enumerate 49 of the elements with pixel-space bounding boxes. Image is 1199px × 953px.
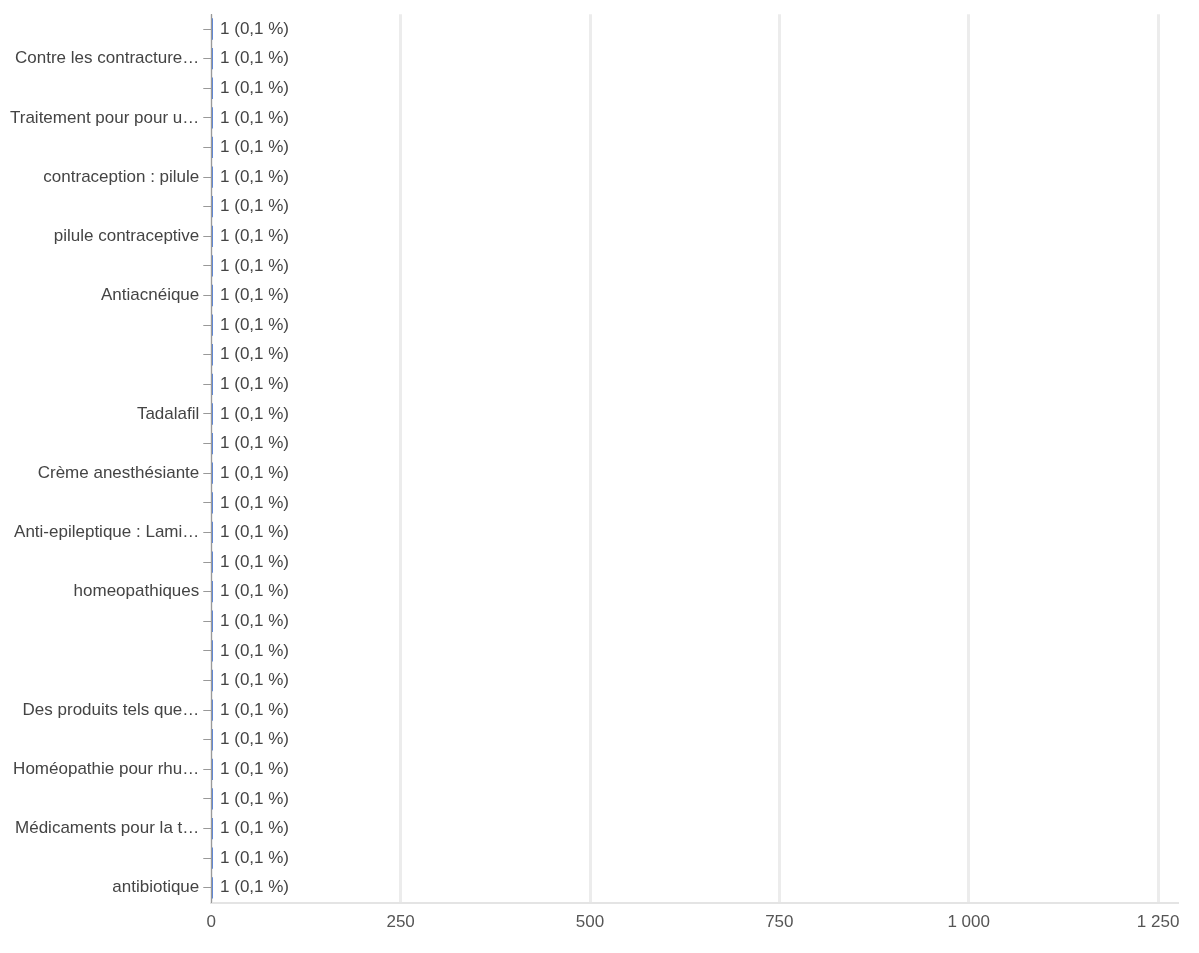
data-label: 1 (0,1 %): [220, 640, 290, 660]
y-tick-label: Crème anesthésiante: [37, 462, 200, 482]
y-tick-label: Tadalafil: [136, 403, 200, 423]
data-label: 1 (0,1 %): [220, 196, 290, 216]
data-label: 1 (0,1 %): [220, 374, 290, 394]
data-label: 1 (0,1 %): [220, 285, 290, 305]
data-label: 1 (0,1 %): [220, 551, 290, 571]
x-tick-label: 1 250: [1136, 912, 1180, 932]
data-label: 1 (0,1 %): [220, 788, 290, 808]
data-label: 1 (0,1 %): [220, 462, 290, 482]
y-tick-label: contraception : pilule: [43, 166, 200, 186]
data-label: 1 (0,1 %): [220, 166, 290, 186]
data-label: 1 (0,1 %): [220, 729, 290, 749]
x-tick-label: 500: [575, 912, 605, 932]
data-label: 1 (0,1 %): [220, 107, 290, 127]
x-tick-label: 0: [206, 912, 217, 932]
data-label: 1 (0,1 %): [220, 699, 290, 719]
data-label: 1 (0,1 %): [220, 581, 290, 601]
data-label: 1 (0,1 %): [220, 818, 290, 838]
data-label: 1 (0,1 %): [220, 403, 290, 423]
data-label: 1 (0,1 %): [220, 433, 290, 453]
data-label: 1 (0,1 %): [220, 492, 290, 512]
data-label: 1 (0,1 %): [220, 610, 290, 630]
x-tick-label: 250: [386, 912, 415, 932]
y-tick-label: Homéopathie pour rhu…: [13, 759, 200, 779]
y-tick-label: Traitement pour pour u…: [9, 107, 200, 127]
data-label: 1 (0,1 %): [220, 18, 290, 38]
data-label: 1 (0,1 %): [220, 847, 290, 867]
data-label: 1 (0,1 %): [220, 137, 290, 157]
data-label: 1 (0,1 %): [220, 670, 290, 690]
data-label: 1 (0,1 %): [220, 48, 290, 68]
x-tick-label: 1 000: [947, 912, 990, 932]
y-tick-label: Médicaments pour la t…: [15, 818, 200, 838]
data-label: 1 (0,1 %): [220, 877, 290, 897]
y-tick-label: Des produits tels que…: [22, 699, 200, 719]
y-tick-label: Contre les contracture…: [15, 48, 200, 68]
y-tick-label: antibiotique: [112, 877, 200, 897]
x-tick-label: 750: [765, 912, 794, 932]
y-tick-label: pilule contraceptive: [53, 225, 200, 245]
data-label: 1 (0,1 %): [220, 314, 290, 334]
data-label: 1 (0,1 %): [220, 255, 290, 275]
data-label: 1 (0,1 %): [220, 759, 290, 779]
y-tick-label: Anti-epileptique : Lami…: [14, 522, 200, 542]
data-label: 1 (0,1 %): [220, 522, 290, 542]
data-label: 1 (0,1 %): [220, 77, 290, 97]
data-label: 1 (0,1 %): [220, 344, 290, 364]
data-label: 1 (0,1 %): [220, 225, 290, 245]
y-tick-label: Antiacnéique: [100, 285, 200, 305]
y-tick-label: homeopathiques: [73, 581, 200, 601]
